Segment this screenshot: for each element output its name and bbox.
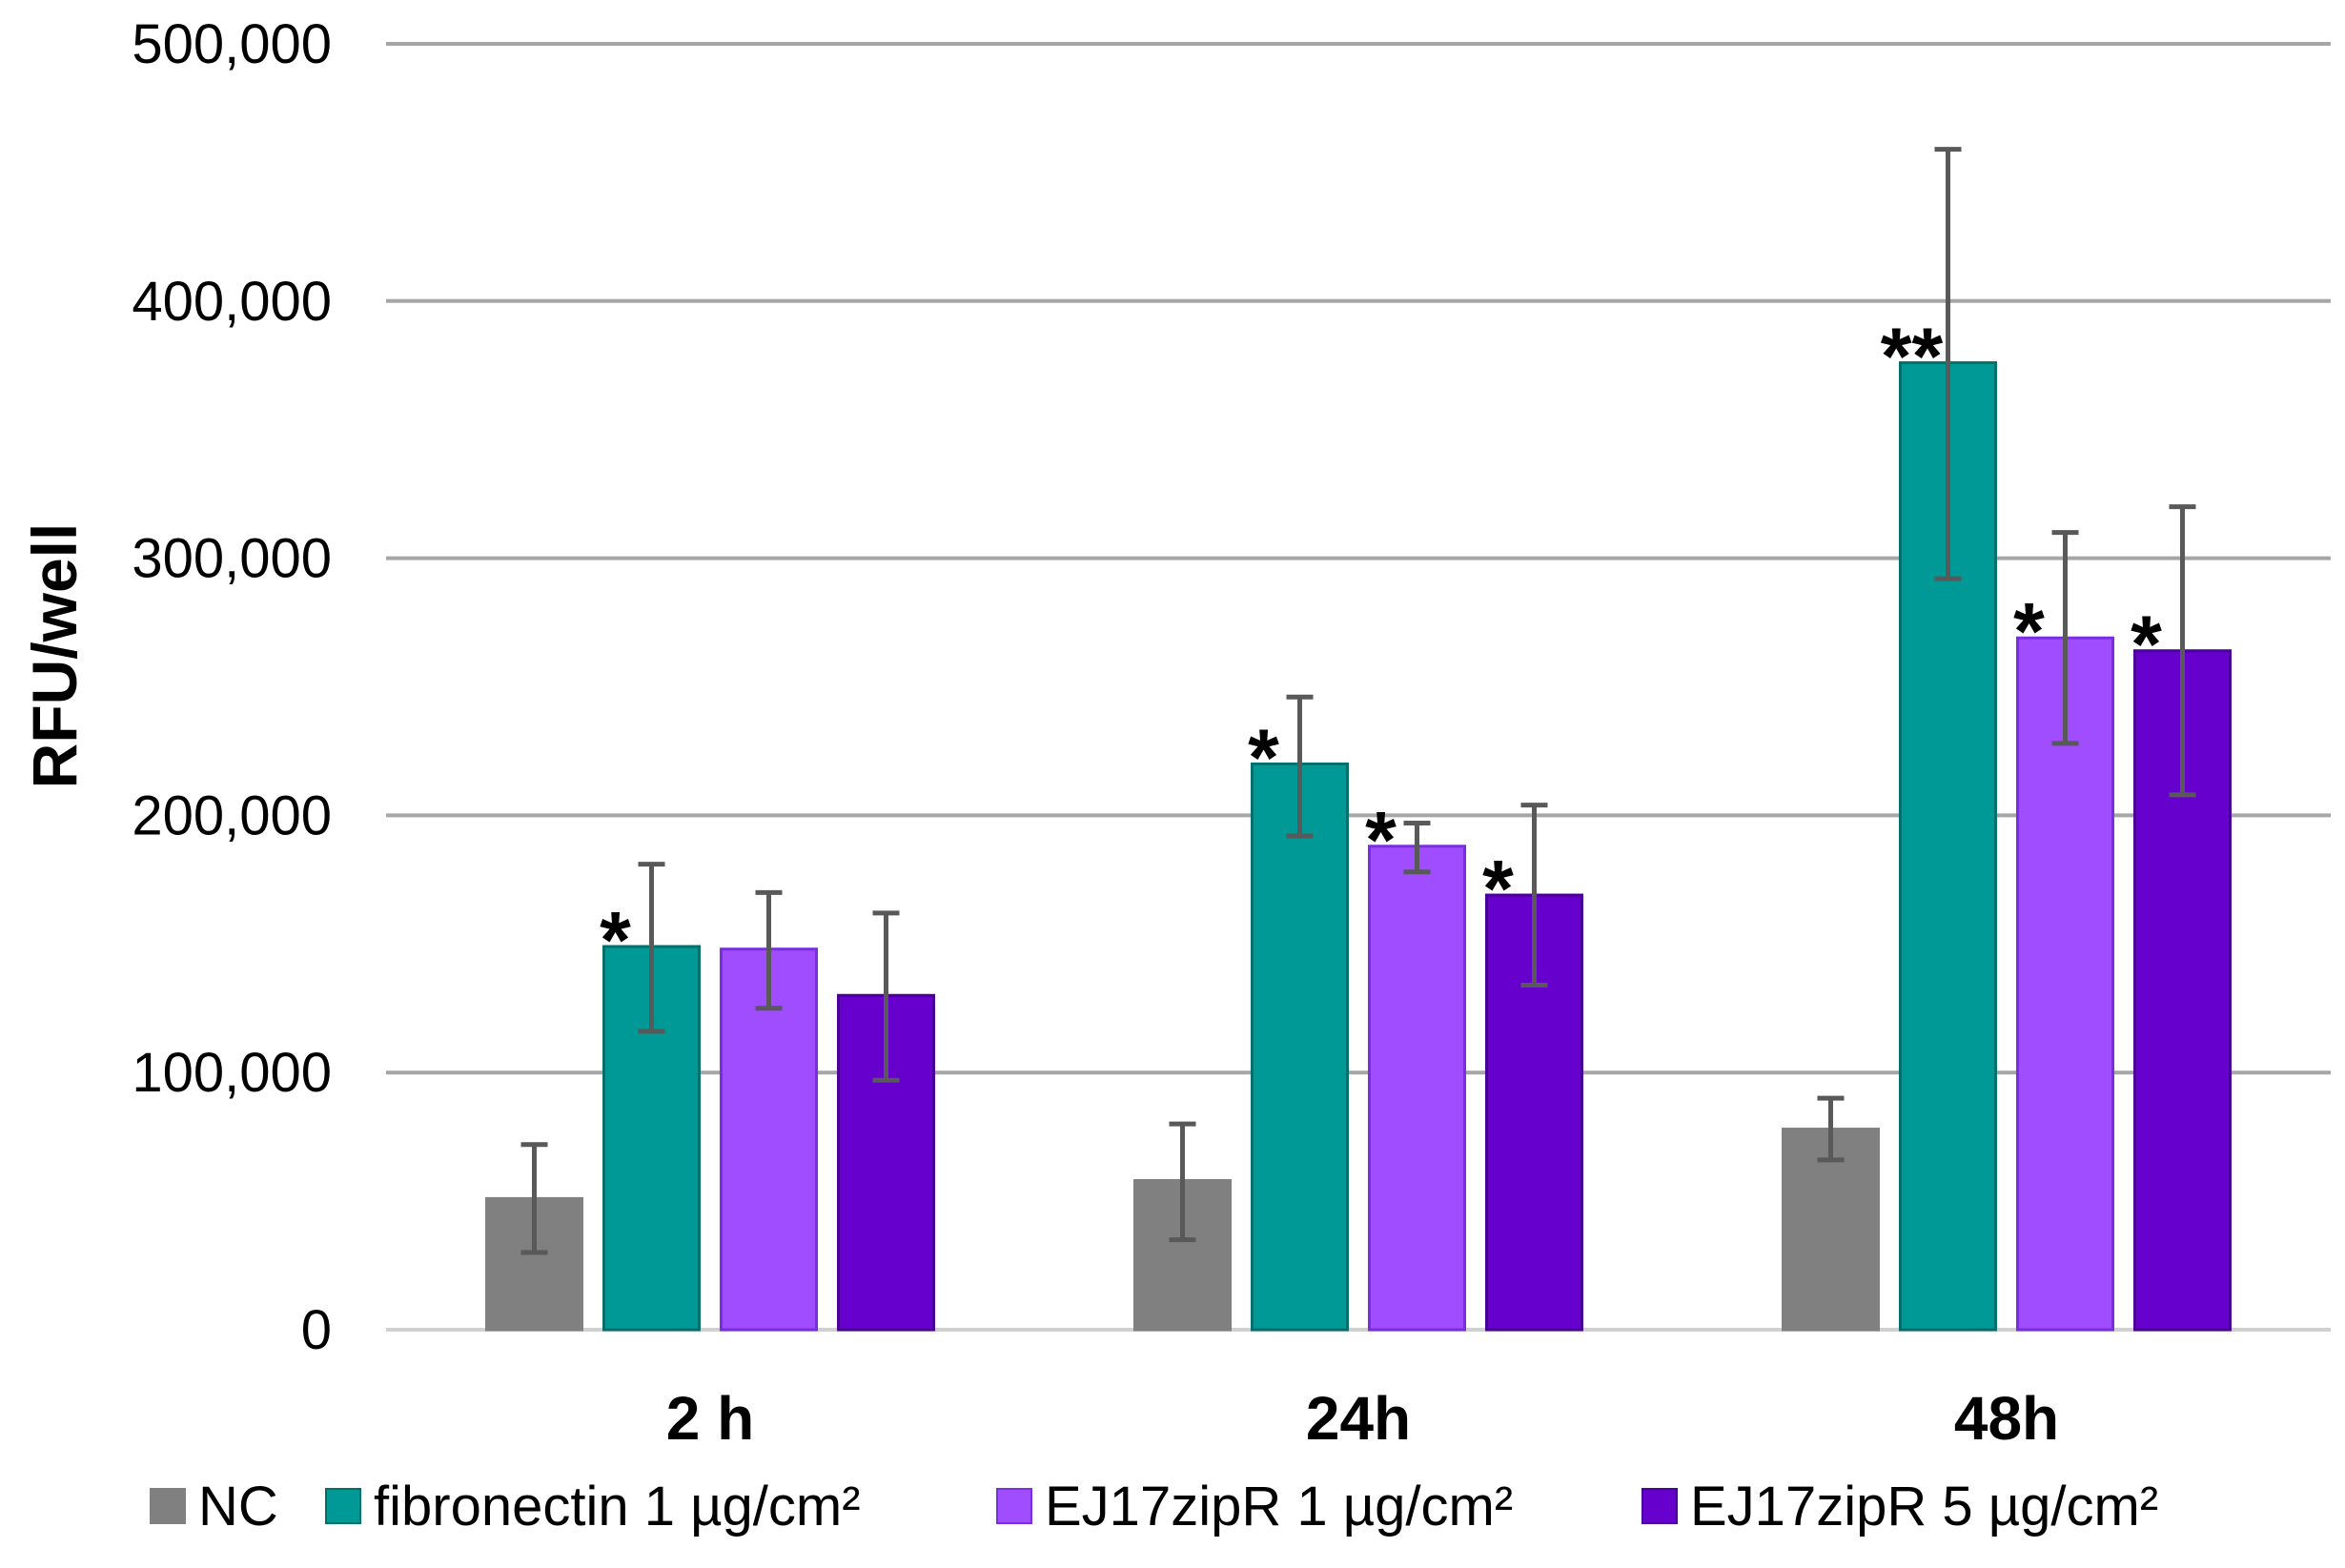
bar	[1782, 1128, 1880, 1332]
legend-label: NC	[198, 1476, 278, 1537]
significance-markers: ******* *	[600, 312, 2162, 985]
bars	[485, 361, 2232, 1332]
legend: NC fibronectin 1 µg/cm² EJ17zipR 1 µg/cm² E…	[150, 1476, 2158, 1537]
bar	[1251, 762, 1349, 1332]
x-category-label: 24h	[1306, 1384, 1411, 1453]
error-bars	[520, 147, 2196, 1255]
significance-marker: *	[1365, 795, 1397, 885]
y-tick-label: 100,000	[132, 1042, 332, 1104]
x-category-label: 2 h	[666, 1384, 754, 1453]
legend-label: fibronectin 1 µg/cm²	[374, 1476, 861, 1537]
x-axis-categories: 2 h 24h 48h	[666, 1384, 2059, 1453]
significance-marker: *	[600, 895, 631, 985]
legend-label: EJ17zipR 1 µg/cm²	[1045, 1476, 1513, 1537]
y-tick-label: 0	[301, 1299, 332, 1361]
significance-marker: *	[2013, 586, 2045, 676]
significance-marker: **	[1881, 312, 1944, 401]
y-tick-label: 200,000	[132, 784, 332, 846]
legend-swatch	[150, 1488, 186, 1524]
significance-marker: *	[2131, 600, 2162, 689]
legend-swatch	[1642, 1488, 1678, 1524]
bar	[1368, 845, 1466, 1332]
legend-label: EJ17zipR 5 µg/cm²	[1690, 1476, 2158, 1537]
significance-marker: *	[1248, 712, 1279, 802]
legend-swatch	[325, 1488, 361, 1524]
y-tick-label: 300,000	[132, 528, 332, 590]
x-category-label: 48h	[1954, 1384, 2059, 1453]
bar	[720, 947, 818, 1332]
y-tick-label: 400,000	[132, 271, 332, 333]
legend-swatch	[996, 1488, 1032, 1524]
y-tick-label: 500,000	[132, 13, 332, 75]
gridlines	[386, 42, 2331, 1332]
bar	[2016, 636, 2114, 1332]
y-axis-ticks: 0 100,000 200,000 300,000 400,000 500,000	[132, 13, 332, 1361]
y-axis-label: RFU/well	[19, 523, 90, 789]
significance-marker: *	[1482, 844, 1514, 933]
